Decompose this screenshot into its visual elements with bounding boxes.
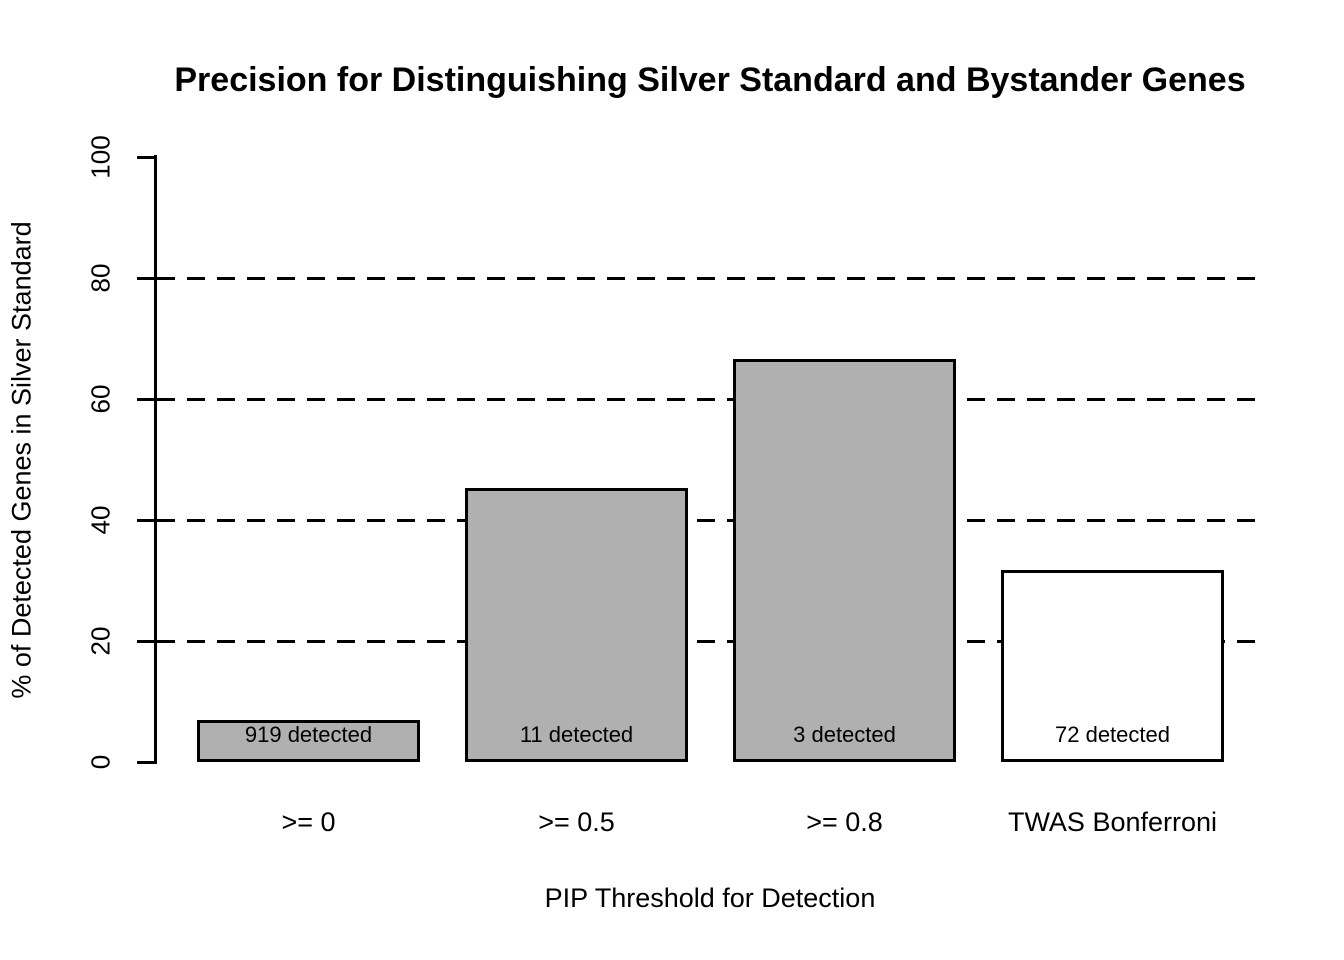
bar->= 0.8: [733, 359, 956, 762]
x-axis-title: PIP Threshold for Detection: [544, 883, 876, 913]
y-tick-mark-0: [137, 760, 157, 764]
y-tick-mark-40: [137, 518, 157, 522]
y-tick-label-100: 100: [85, 135, 116, 179]
gridline-80: [157, 276, 1263, 280]
bar-count-label: 3 detected: [793, 722, 896, 747]
y-tick-mark-20: [137, 639, 157, 643]
y-tick-mark-60: [137, 397, 157, 401]
x-category-label->= 0.8: >= 0.8: [806, 807, 883, 837]
gridline-60: [157, 397, 1263, 401]
gridline-40: [157, 518, 1263, 522]
y-tick-label-20: 20: [85, 626, 116, 656]
y-axis-title: % of Detected Genes in Silver Standard: [6, 221, 37, 699]
y-axis-line: [154, 155, 157, 764]
y-tick-label-60: 60: [85, 384, 116, 414]
y-tick-mark-100: [137, 155, 157, 159]
x-category-label->= 0: >= 0: [281, 807, 336, 837]
bar->= 0.5: [465, 487, 688, 762]
gridline-20: [157, 639, 1263, 643]
y-tick-mark-80: [137, 276, 157, 280]
y-tick-label-0: 0: [85, 754, 116, 770]
y-tick-label-40: 40: [85, 505, 116, 535]
bar-count-label: 72 detected: [1055, 722, 1170, 747]
bar-count-label: 919 detected: [244, 722, 373, 747]
x-category-label-TWAS Bonferroni: TWAS Bonferroni: [1007, 807, 1218, 837]
y-tick-label-80: 80: [85, 263, 116, 293]
x-category-label->= 0.5: >= 0.5: [538, 807, 615, 837]
bar-TWAS Bonferroni: [1001, 570, 1224, 762]
bar->= 0: [197, 720, 420, 762]
bar-count-label: 11 detected: [519, 722, 634, 747]
chart-title: Precision for Distinguishing Silver Stan…: [174, 61, 1246, 99]
